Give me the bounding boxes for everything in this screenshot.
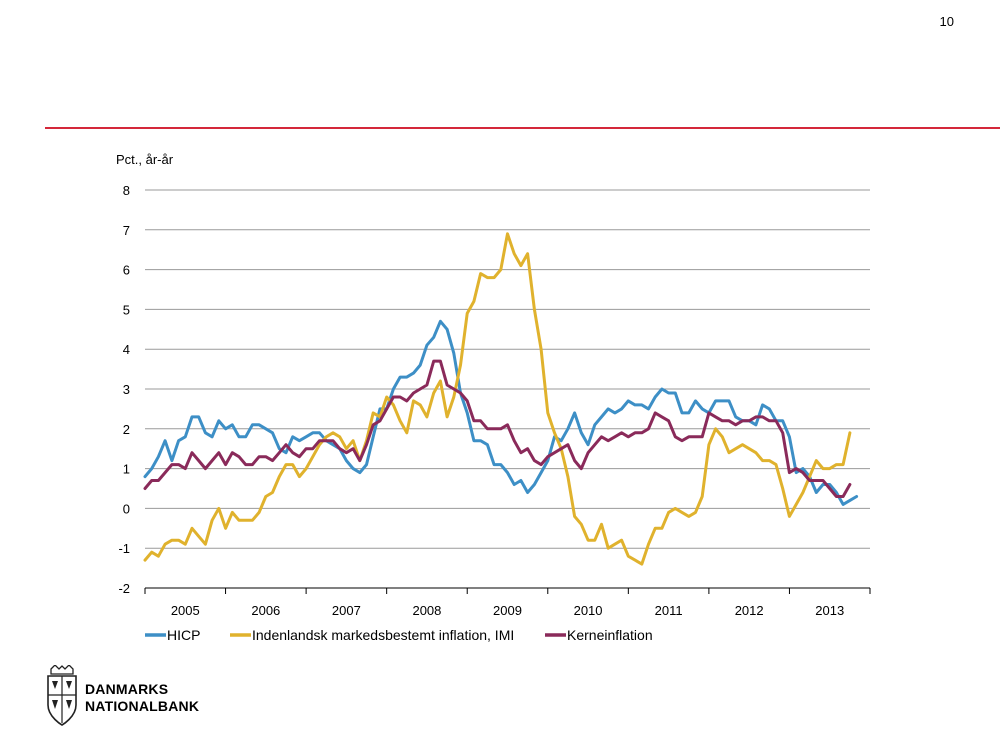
x-tick-label: 2011 <box>655 603 683 618</box>
series-line-3 <box>143 359 852 498</box>
page-number: 10 <box>939 14 954 29</box>
y-tick-label: 1 <box>123 462 130 477</box>
x-tick-label: 2012 <box>735 603 764 618</box>
y-tick-label: 2 <box>123 422 130 437</box>
y-tick-label: -1 <box>118 541 130 556</box>
header-rule <box>45 127 1000 129</box>
y-tick-label: 7 <box>123 223 130 238</box>
x-axis: 2005 2006 2007 2008 2009 2010 2011 2012 2013 <box>144 587 871 618</box>
y-tick-label: 8 <box>123 183 130 198</box>
x-tick-label: 2013 <box>815 603 844 618</box>
x-tick-label: 2006 <box>251 603 280 618</box>
legend-label-3: Kerneinflation <box>567 627 653 643</box>
legend-label-2: Indenlandsk markedsbestemt inflation, IM… <box>252 627 514 643</box>
y-axis-label: Pct., år-år <box>116 152 174 167</box>
logo-line-2: NATIONALBANK <box>85 698 200 714</box>
x-tick-label: 2007 <box>332 603 361 618</box>
y-tick-label: -2 <box>118 581 130 596</box>
y-tick-label: 6 <box>123 263 130 278</box>
crest-icon <box>47 664 77 726</box>
y-tick-label: 0 <box>123 501 130 516</box>
y-tick-labels: -2 -1 0 1 2 3 4 5 6 7 8 <box>118 183 130 596</box>
x-tick-label: 2009 <box>493 603 522 618</box>
series-line-2 <box>143 232 852 566</box>
y-tick-label: 5 <box>123 302 130 317</box>
danmarks-nationalbank-logo: DANMARKS NATIONALBANK <box>45 664 199 731</box>
y-tick-label: 3 <box>123 382 130 397</box>
x-tick-label: 2010 <box>574 603 603 618</box>
series-line-1 <box>143 319 859 506</box>
gridlines <box>145 189 870 589</box>
logo-line-1: DANMARKS <box>85 681 169 697</box>
y-tick-label: 4 <box>123 342 130 357</box>
legend-label-1: HICP <box>167 627 200 643</box>
x-tick-label: 2005 <box>171 603 200 618</box>
x-tick-label: 2008 <box>412 603 441 618</box>
legend: HICP Indenlandsk markedsbestemt inflation… <box>145 627 653 643</box>
series-lines <box>143 232 859 566</box>
